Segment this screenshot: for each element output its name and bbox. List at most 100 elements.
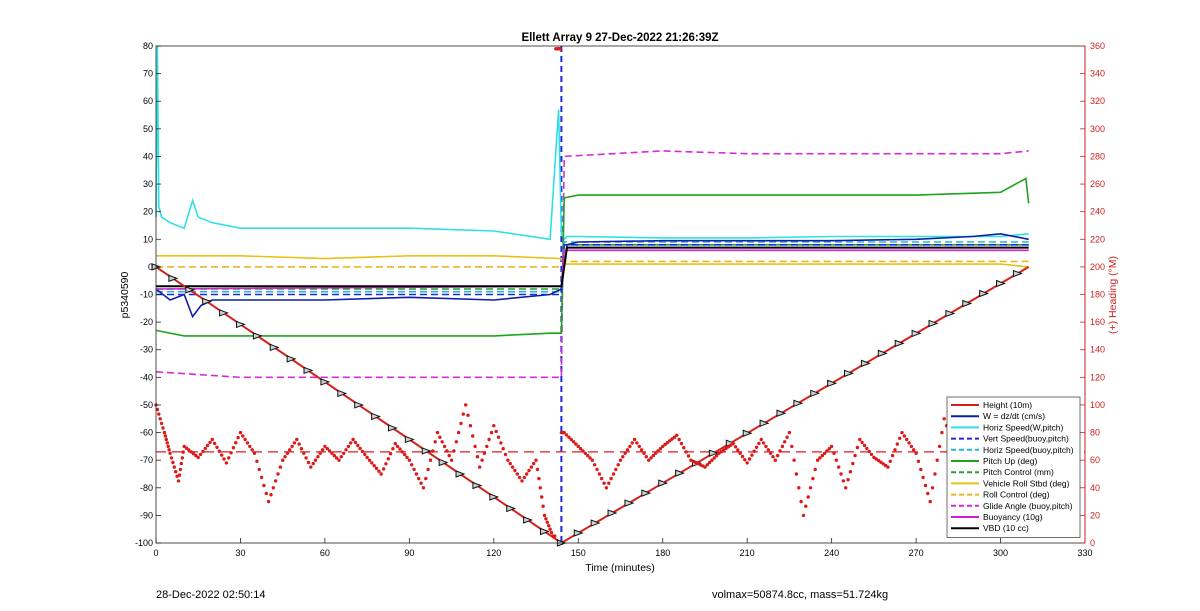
- heading-point: [482, 451, 487, 455]
- heading-point: [227, 456, 231, 460]
- heading-point: [157, 412, 161, 416]
- heading-point: [757, 441, 761, 446]
- heading-point: [473, 444, 477, 449]
- heading-point: [935, 458, 939, 462]
- heading-point: [616, 463, 620, 467]
- heading-point: [180, 456, 184, 460]
- heading-point: [168, 451, 172, 455]
- y-tick-label: 60: [143, 96, 153, 106]
- plot-frame: [155, 45, 1086, 544]
- legend-label: Horiz Speed(buoy,pitch): [983, 445, 1074, 455]
- heading-point: [171, 460, 175, 465]
- heading-point: [248, 444, 252, 449]
- heading-point: [632, 437, 637, 442]
- heading-point: [668, 439, 672, 443]
- heading-point: [421, 486, 426, 490]
- plot-series: [155, 45, 1085, 545]
- heading-point: [165, 441, 169, 445]
- height-marker: [827, 379, 838, 388]
- heading-point: [367, 458, 372, 462]
- y-tick-label: -90: [140, 510, 153, 520]
- heading-point: [215, 445, 219, 449]
- heading-point: [468, 424, 473, 428]
- heading-point: [540, 495, 544, 499]
- heading-point: [203, 446, 207, 451]
- heading-point: [675, 433, 679, 437]
- heading-point: [459, 421, 463, 426]
- heading-point: [564, 433, 569, 437]
- heading-point: [754, 445, 759, 449]
- footer-vehicle-info: volmax=50874.8cc, mass=51.724kg: [712, 589, 889, 601]
- heading-point: [480, 458, 484, 462]
- y-tick-label: 0: [148, 262, 153, 272]
- heading-point: [776, 453, 780, 458]
- heading-point: [820, 453, 824, 458]
- heading-point: [412, 467, 416, 472]
- height-marker: [421, 447, 432, 455]
- heading-point: [447, 453, 451, 458]
- y-right-tick-label: 20: [1090, 510, 1100, 520]
- heading-point: [562, 430, 566, 435]
- heading-point: [862, 443, 867, 448]
- series-buoyancy: [155, 249, 1029, 290]
- height-marker: [708, 449, 719, 457]
- heading-point: [926, 491, 930, 496]
- heading-point: [860, 440, 864, 445]
- heading-point: [705, 463, 709, 467]
- heading-point: [297, 442, 301, 446]
- heading-point: [839, 472, 843, 476]
- heading-point: [858, 437, 862, 442]
- y-tick-label: 20: [143, 207, 153, 217]
- heading-point: [238, 430, 243, 435]
- heading-point: [159, 421, 164, 426]
- heading-point: [155, 407, 160, 412]
- heading-point: [549, 530, 554, 535]
- heading-point: [189, 450, 193, 454]
- heading-point: [220, 453, 224, 457]
- heading-point: [181, 450, 185, 454]
- x-tick-label: 270: [909, 548, 924, 558]
- heading-point: [841, 479, 846, 483]
- heading-point: [801, 513, 806, 518]
- height-marker: [303, 366, 314, 375]
- heading-point: [794, 472, 799, 476]
- heading-point: [499, 441, 503, 445]
- heading-point: [325, 447, 329, 451]
- heading-point: [534, 458, 538, 462]
- height-marker: [371, 412, 382, 421]
- heading-point: [438, 435, 442, 439]
- height-marker: [472, 481, 483, 490]
- heading-point: [172, 465, 176, 469]
- footer-timestamp: 28-Dec-2022 02:50:14: [156, 589, 266, 601]
- heading-point: [360, 449, 365, 454]
- heading-point: [771, 455, 775, 459]
- height-marker: [354, 401, 365, 409]
- heading-point: [236, 435, 240, 440]
- heading-point: [902, 434, 907, 438]
- heading-point: [449, 458, 454, 462]
- heading-point: [513, 468, 517, 473]
- heading-point: [813, 467, 817, 472]
- heading-point: [853, 453, 857, 458]
- heading-point: [386, 457, 390, 461]
- heading-point: [311, 461, 315, 466]
- height-marker: [219, 309, 229, 317]
- heading-point: [478, 465, 482, 469]
- y-right-tick-label: 280: [1090, 151, 1105, 161]
- height-marker: [860, 359, 871, 368]
- y-right-tick-label: 0: [1090, 538, 1095, 548]
- heading-point: [738, 451, 742, 455]
- y-right-tick-label: 80: [1090, 428, 1100, 438]
- heading-point: [548, 527, 552, 531]
- heading-point: [290, 444, 294, 449]
- heading-point: [717, 451, 721, 455]
- heading-point: [400, 450, 404, 454]
- heading-point: [433, 440, 437, 444]
- heading-point: [733, 445, 738, 449]
- heading-point: [276, 472, 280, 476]
- heading-point: [679, 441, 684, 446]
- legend-label: Horiz Speed(W,pitch): [983, 422, 1063, 432]
- heading-point: [269, 493, 273, 497]
- y-tick-label: -30: [140, 345, 153, 355]
